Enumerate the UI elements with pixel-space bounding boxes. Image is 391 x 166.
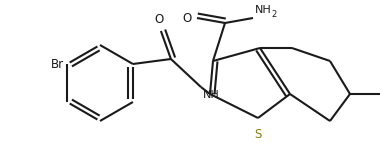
Text: 2: 2: [271, 10, 276, 19]
Text: NH: NH: [255, 5, 272, 15]
Text: NH: NH: [203, 90, 220, 100]
Text: O: O: [183, 11, 192, 25]
Text: S: S: [254, 128, 262, 141]
Text: Br: Br: [51, 57, 64, 71]
Text: O: O: [154, 13, 163, 26]
